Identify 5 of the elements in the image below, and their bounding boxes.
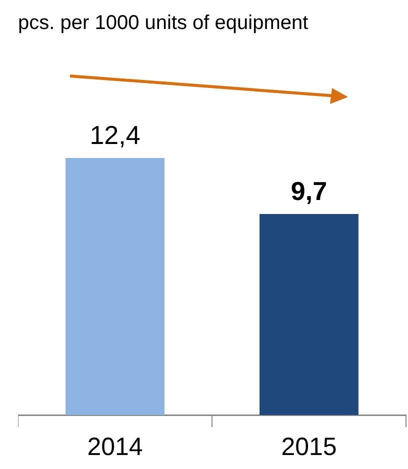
data-label: 9,7 [290,176,328,206]
x-tick-label: 2014 [87,432,143,461]
data-label: 12,4 [90,120,140,150]
x-tick-label: 2015 [281,432,337,461]
chart-subtitle: pcs. per 1000 units of equipment [18,12,308,35]
